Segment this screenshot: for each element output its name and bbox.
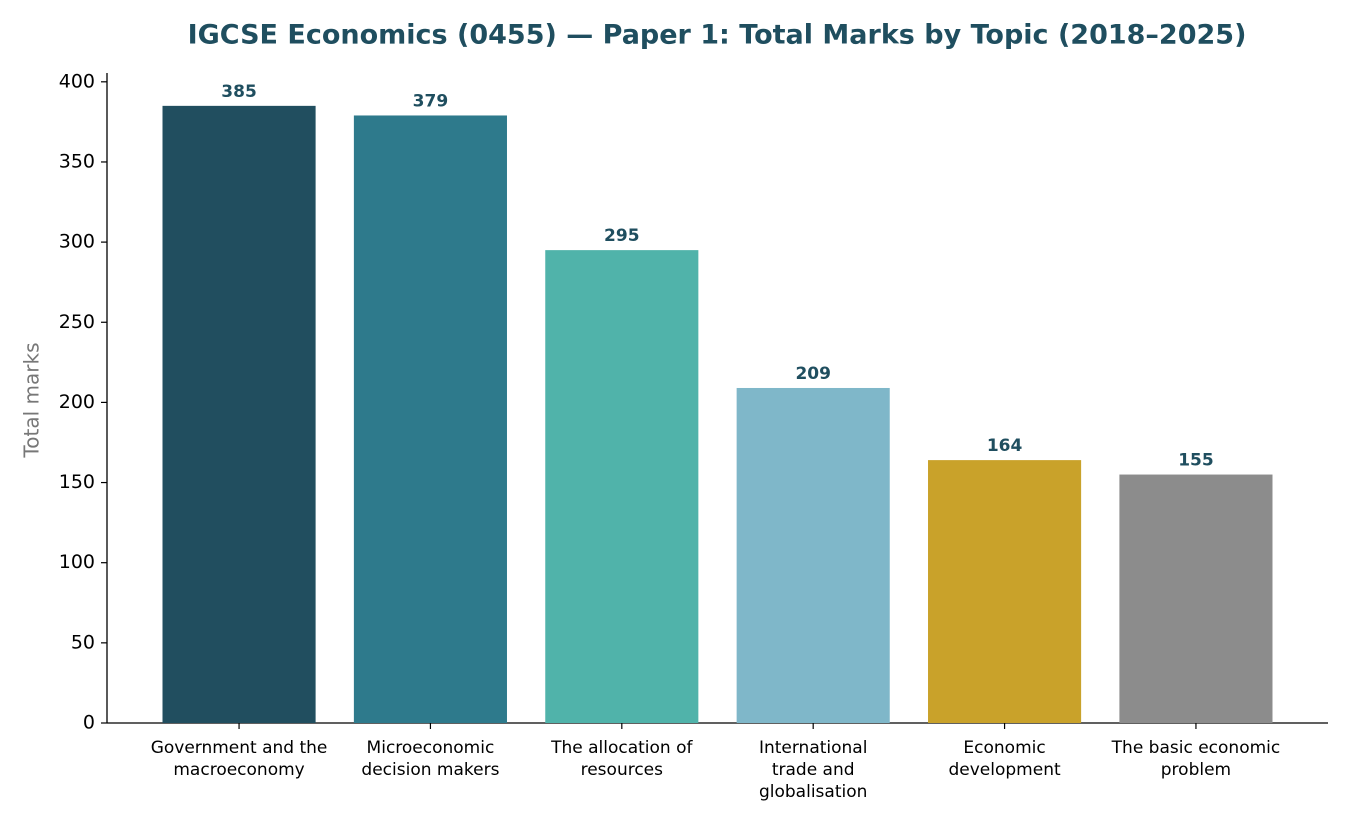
y-tick-label: 100 <box>59 551 95 573</box>
bar <box>545 250 699 723</box>
y-tick-label: 350 <box>59 150 95 172</box>
bar <box>928 460 1082 723</box>
bar <box>162 105 316 724</box>
y-tick-label: 150 <box>59 471 95 493</box>
value-label: 385 <box>221 82 257 102</box>
x-tick-label: The allocation of resources <box>550 738 693 780</box>
x-tick-label: Microeconomic decision makers <box>361 738 499 780</box>
y-tick-label: 300 <box>59 231 95 253</box>
y-tick-label: 0 <box>83 712 95 734</box>
value-label: 155 <box>1178 451 1214 471</box>
x-tick-label: Economic development <box>948 738 1060 780</box>
x-tick-label: Government and the macroeconomy <box>151 738 328 780</box>
y-axis-label: Total marks <box>20 342 44 458</box>
bar <box>1119 474 1273 723</box>
value-label: 295 <box>604 226 640 246</box>
value-label: 209 <box>795 364 831 384</box>
y-tick-label: 400 <box>59 70 95 92</box>
chart-title: IGCSE Economics (0455) — Paper 1: Total … <box>188 20 1247 51</box>
y-tick-label: 200 <box>59 391 95 413</box>
y-tick-label: 250 <box>59 311 95 333</box>
value-label: 379 <box>413 91 449 111</box>
x-tick-label: International trade and globalisation <box>759 738 868 802</box>
x-tick-label: The basic economic problem <box>1111 738 1281 780</box>
bar <box>736 387 890 723</box>
y-tick-label: 50 <box>71 631 95 653</box>
value-label: 164 <box>987 436 1023 456</box>
bar <box>353 115 507 723</box>
